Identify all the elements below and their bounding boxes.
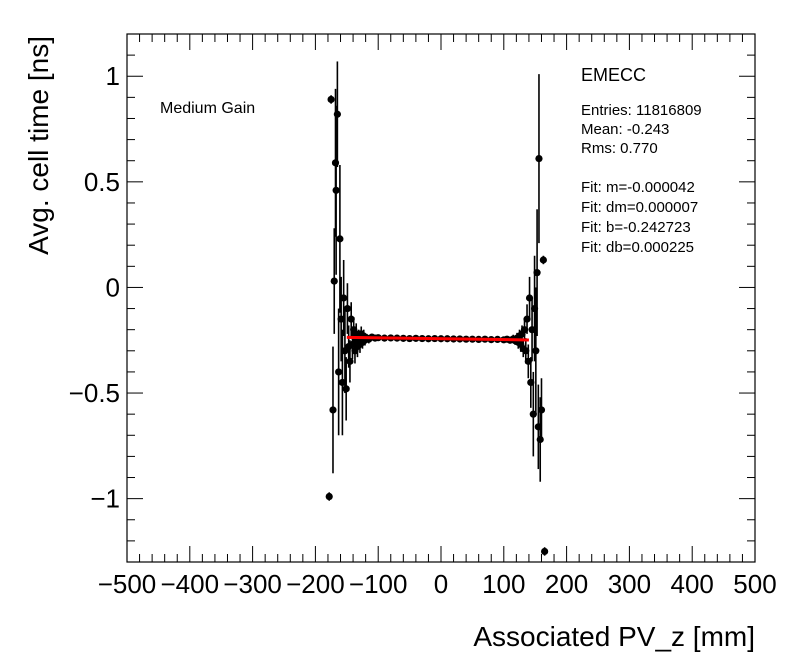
y-tick-labels: −1 −0.5 0 0.5 1: [69, 61, 120, 513]
x-tick-label: −200: [286, 569, 345, 599]
data-point: [342, 385, 350, 393]
data-point: [343, 304, 352, 313]
data-point: [329, 406, 337, 414]
stats-fit-dm: Fit: dm=0.000007: [581, 199, 698, 216]
x-tick-label: −400: [161, 569, 220, 599]
gain-label: Medium Gain: [160, 100, 255, 117]
axis-ticks: [126, 33, 756, 563]
data-point: [541, 547, 549, 556]
stats-box: EMECC Entries: 11816809 Mean: -0.243 Rms…: [581, 65, 702, 256]
stats-mean: Mean: -0.243: [581, 121, 669, 138]
x-tick-label: 400: [671, 569, 714, 599]
y-tick-label: 0.5: [84, 167, 120, 197]
data-point: [533, 269, 541, 277]
y-tick-label: 0: [106, 272, 120, 302]
data-point: [536, 435, 544, 444]
data-point: [537, 406, 546, 414]
x-tick-label: 300: [608, 569, 651, 599]
x-tick-label: 500: [733, 569, 776, 599]
x-tick-label: −300: [223, 569, 282, 599]
stats-rms: Rms: 0.770: [581, 140, 658, 157]
x-tick-labels: −500 −400 −300 −200 −100 0 100 200 300 400 500: [98, 569, 777, 599]
x-axis-title: Associated PV_z [mm]: [473, 621, 755, 652]
data-point: [332, 186, 340, 194]
y-axis-title: Avg. cell time [ns]: [23, 36, 54, 255]
data-points: [325, 61, 549, 556]
data-point: [340, 294, 348, 302]
data-point: [535, 155, 543, 163]
data-point: [532, 347, 540, 355]
fit-line: [346, 335, 529, 342]
y-tick-label: −0.5: [69, 378, 120, 408]
x-tick-label: −100: [349, 569, 408, 599]
stats-entries: Entries: 11816809: [581, 102, 702, 119]
stats-fit-b: Fit: b=-0.242723: [581, 219, 691, 236]
x-tick-label: 200: [545, 569, 588, 599]
data-point: [327, 95, 335, 104]
x-tick-label: 100: [482, 569, 525, 599]
x-tick-label: −500: [98, 569, 157, 599]
stats-fit-m: Fit: m=-0.000042: [581, 179, 695, 196]
y-tick-label: 1: [106, 61, 120, 91]
data-point: [336, 235, 344, 243]
data-point: [346, 357, 354, 365]
data-point: [539, 256, 547, 264]
y-tick-label: −1: [90, 484, 120, 514]
data-point: [325, 492, 333, 501]
data-point: [335, 368, 343, 376]
x-tick-label: 0: [434, 569, 448, 599]
data-point: [330, 277, 338, 285]
stats-fit-db: Fit: db=0.000225: [581, 239, 694, 256]
data-point: [333, 110, 341, 118]
stats-title: EMECC: [581, 65, 646, 85]
